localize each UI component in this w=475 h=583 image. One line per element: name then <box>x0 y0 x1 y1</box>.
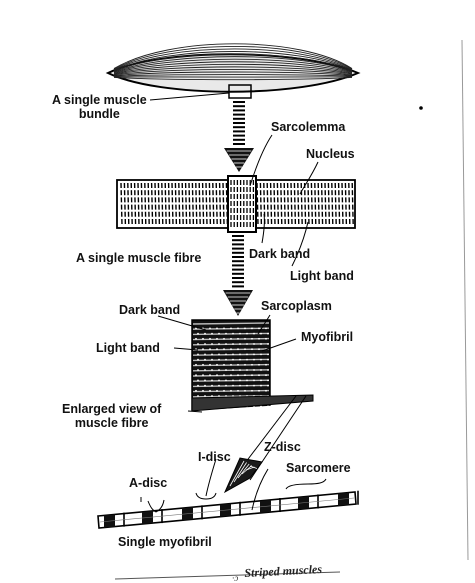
myofibril-strip <box>97 490 359 529</box>
stray-dot <box>419 106 423 110</box>
fibre-selection-box <box>227 175 257 233</box>
label-sarcolemma: Sarcolemma <box>271 120 346 134</box>
muscle-bundle <box>105 43 361 101</box>
label-dark-band-enlarged: Dark band <box>119 303 181 317</box>
label-sarcoplasm: Sarcoplasm <box>261 299 332 313</box>
zoom-arrow-to-myofibril <box>223 395 307 494</box>
label-z-disc: Z-disc <box>264 440 301 454</box>
label-nucleus: Nucleus <box>306 147 355 161</box>
label-light-band-fibre: Light band <box>290 269 354 283</box>
label-i-disc: I-disc <box>198 450 231 464</box>
label-light-band-enlarged: Light band <box>96 341 160 355</box>
muscle-fibre <box>116 175 356 233</box>
label-sarcomere: Sarcomere <box>286 461 351 475</box>
label-a-disc: A-disc <box>129 476 168 490</box>
enlarged-fibre-block <box>191 319 314 412</box>
label-enlarged-view: Enlarged view of muscle fibre <box>62 402 162 430</box>
label-single-muscle-fibre: A single muscle fibre <box>76 251 202 265</box>
zoom-arrow-bundle-to-fibre <box>224 101 254 172</box>
caption-underline <box>114 571 341 580</box>
caption-figure-number: ·ɔ <box>232 573 239 583</box>
label-leader-lines <box>140 134 327 513</box>
page-edge-line <box>461 39 469 561</box>
label-dark-band-fibre: Dark band <box>249 247 311 261</box>
label-single-muscle-bundle: A single muscle bundle <box>52 93 147 121</box>
zoom-arrow-fibre-to-enlarged <box>223 235 253 316</box>
label-single-myofibril: Single myofibril <box>118 535 212 549</box>
bundle-selection-box <box>228 84 252 99</box>
label-myofibril: Myofibril <box>301 330 354 344</box>
